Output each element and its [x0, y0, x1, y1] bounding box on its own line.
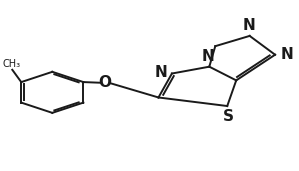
Text: N: N — [202, 49, 214, 64]
Text: N: N — [280, 47, 293, 62]
Text: O: O — [99, 75, 112, 90]
Text: S: S — [223, 109, 234, 124]
Text: N: N — [243, 18, 255, 33]
Text: CH₃: CH₃ — [3, 59, 21, 69]
Text: N: N — [155, 65, 167, 80]
